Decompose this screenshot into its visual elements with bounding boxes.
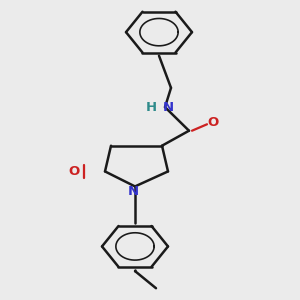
Text: N: N [163, 100, 174, 114]
Text: N: N [128, 184, 139, 198]
Text: H: H [146, 100, 157, 114]
Text: O: O [207, 116, 219, 129]
Text: O: O [68, 165, 80, 178]
